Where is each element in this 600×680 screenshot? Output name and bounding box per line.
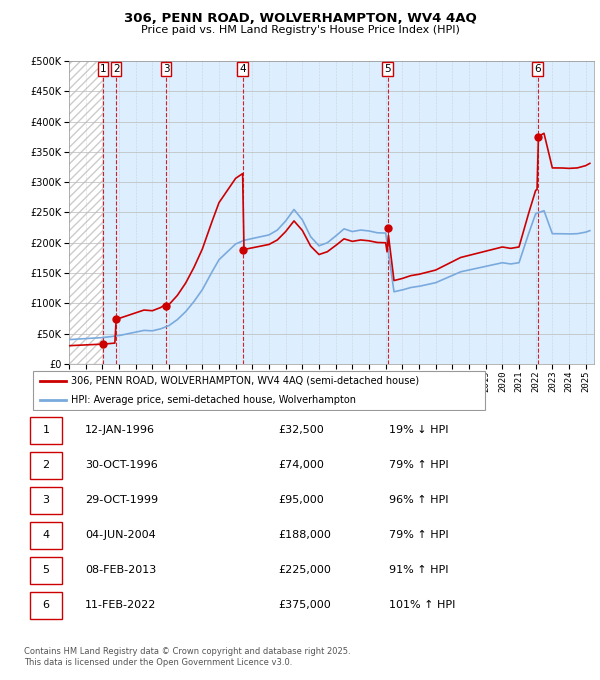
Text: £32,500: £32,500: [278, 425, 324, 435]
Text: £74,000: £74,000: [278, 460, 324, 471]
FancyBboxPatch shape: [30, 557, 62, 584]
Text: 1: 1: [100, 64, 106, 74]
Bar: [69, 61, 103, 364]
FancyBboxPatch shape: [30, 592, 62, 619]
Text: £188,000: £188,000: [278, 530, 331, 541]
Text: £225,000: £225,000: [278, 565, 331, 575]
FancyBboxPatch shape: [30, 417, 62, 443]
Text: 306, PENN ROAD, WOLVERHAMPTON, WV4 4AQ (semi-detached house): 306, PENN ROAD, WOLVERHAMPTON, WV4 4AQ (…: [71, 375, 419, 386]
Text: 4: 4: [239, 64, 246, 74]
Text: 3: 3: [163, 64, 169, 74]
Text: 96% ↑ HPI: 96% ↑ HPI: [389, 495, 448, 505]
Text: 30-OCT-1996: 30-OCT-1996: [85, 460, 158, 471]
FancyBboxPatch shape: [30, 522, 62, 549]
FancyBboxPatch shape: [33, 371, 485, 410]
Text: 79% ↑ HPI: 79% ↑ HPI: [389, 460, 448, 471]
Text: 2: 2: [43, 460, 50, 471]
FancyBboxPatch shape: [30, 487, 62, 513]
Text: 4: 4: [43, 530, 50, 541]
Text: 306, PENN ROAD, WOLVERHAMPTON, WV4 4AQ: 306, PENN ROAD, WOLVERHAMPTON, WV4 4AQ: [124, 12, 476, 25]
Text: 101% ↑ HPI: 101% ↑ HPI: [389, 600, 455, 611]
Text: 5: 5: [43, 565, 50, 575]
Text: £95,000: £95,000: [278, 495, 324, 505]
Text: 29-OCT-1999: 29-OCT-1999: [85, 495, 158, 505]
Text: Contains HM Land Registry data © Crown copyright and database right 2025.: Contains HM Land Registry data © Crown c…: [24, 647, 350, 656]
Text: 6: 6: [43, 600, 50, 611]
Text: 04-JUN-2004: 04-JUN-2004: [85, 530, 156, 541]
Text: 11-FEB-2022: 11-FEB-2022: [85, 600, 157, 611]
Text: 5: 5: [384, 64, 391, 74]
Text: 12-JAN-1996: 12-JAN-1996: [85, 425, 155, 435]
Text: £375,000: £375,000: [278, 600, 331, 611]
Text: 08-FEB-2013: 08-FEB-2013: [85, 565, 157, 575]
Text: 1: 1: [43, 425, 50, 435]
Text: 19% ↓ HPI: 19% ↓ HPI: [389, 425, 448, 435]
FancyBboxPatch shape: [30, 452, 62, 479]
Text: 2: 2: [113, 64, 119, 74]
Text: HPI: Average price, semi-detached house, Wolverhampton: HPI: Average price, semi-detached house,…: [71, 395, 356, 405]
Text: 6: 6: [534, 64, 541, 74]
Text: 3: 3: [43, 495, 50, 505]
Text: This data is licensed under the Open Government Licence v3.0.: This data is licensed under the Open Gov…: [24, 658, 292, 666]
Text: 91% ↑ HPI: 91% ↑ HPI: [389, 565, 448, 575]
Text: 79% ↑ HPI: 79% ↑ HPI: [389, 530, 448, 541]
Text: Price paid vs. HM Land Registry's House Price Index (HPI): Price paid vs. HM Land Registry's House …: [140, 25, 460, 35]
